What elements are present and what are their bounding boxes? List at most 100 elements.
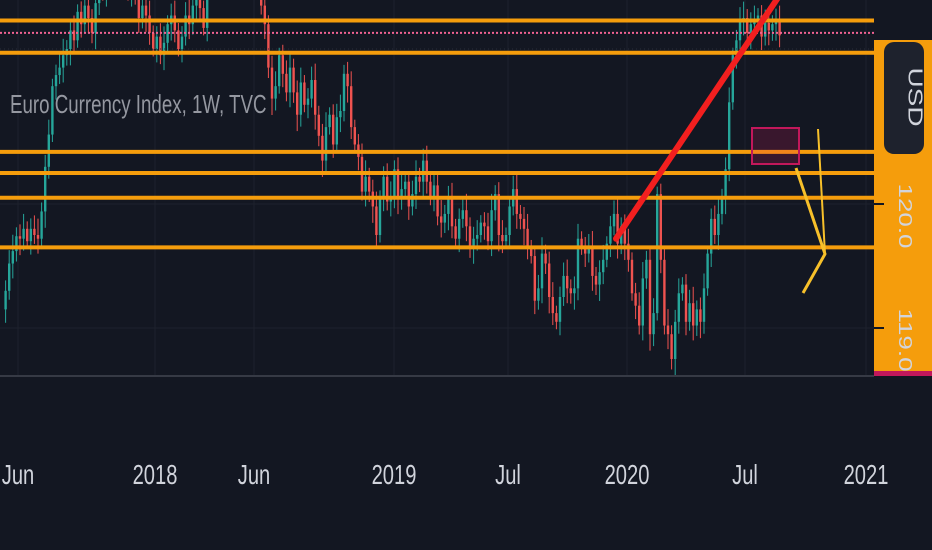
candle-body[interactable] <box>29 228 32 242</box>
candle-body[interactable] <box>778 20 781 36</box>
candle-body[interactable] <box>306 98 310 105</box>
highlight-box[interactable] <box>751 127 800 165</box>
candle-body[interactable] <box>18 236 22 239</box>
candle-body[interactable] <box>566 275 569 289</box>
candle-body[interactable] <box>533 256 536 301</box>
candle-body[interactable] <box>166 24 169 43</box>
candle-body[interactable] <box>630 259 634 294</box>
candle-body[interactable] <box>724 169 727 198</box>
time-tick-labels[interactable]: Jun 2018 Jun 2019 Jul 2020 Jul 2021 <box>2 460 889 491</box>
candle-body[interactable] <box>51 86 54 135</box>
candle-body[interactable] <box>8 263 11 291</box>
candle-body[interactable] <box>738 20 742 41</box>
candle-body[interactable] <box>562 275 565 297</box>
candle-body[interactable] <box>375 206 378 235</box>
candle-body[interactable] <box>476 235 479 239</box>
candle-body[interactable] <box>278 55 281 87</box>
candle-body[interactable] <box>15 236 18 252</box>
price-axis[interactable]: USD 120.0 119.0 <box>874 40 932 376</box>
candle-body[interactable] <box>72 30 76 41</box>
candle-body[interactable] <box>184 15 187 37</box>
candle-body[interactable] <box>299 82 302 115</box>
candle-body[interactable] <box>418 176 421 182</box>
candle-body[interactable] <box>137 0 140 18</box>
candle-body[interactable] <box>80 11 83 25</box>
candle-body[interactable] <box>62 55 65 68</box>
candle-body[interactable] <box>670 334 673 359</box>
candle-body[interactable] <box>692 303 695 326</box>
candle-body[interactable] <box>270 67 274 99</box>
candle-body[interactable] <box>450 197 454 227</box>
candle-body[interactable] <box>332 114 335 145</box>
candle-body[interactable] <box>576 238 580 289</box>
candle-body[interactable] <box>328 114 331 128</box>
candle-body[interactable] <box>717 213 720 235</box>
candle-body[interactable] <box>645 259 648 279</box>
candle-body[interactable] <box>515 189 518 214</box>
candle-body[interactable] <box>285 73 288 93</box>
candle-body[interactable] <box>58 67 61 76</box>
candle-body[interactable] <box>526 228 529 248</box>
candle-body[interactable] <box>551 297 554 314</box>
candle-body[interactable] <box>749 24 752 33</box>
candle-body[interactable] <box>69 30 72 49</box>
candle-body[interactable] <box>44 166 47 212</box>
candle-body[interactable] <box>288 67 292 93</box>
candle-body[interactable] <box>706 253 709 289</box>
candle-body[interactable] <box>324 127 328 161</box>
candle-body[interactable] <box>454 226 457 239</box>
candle-body[interactable] <box>350 86 353 128</box>
candle-body[interactable] <box>519 213 522 219</box>
candle-body[interactable] <box>771 24 774 31</box>
candle-body[interactable] <box>292 67 295 93</box>
candle-body[interactable] <box>54 75 58 87</box>
candle-body[interactable] <box>501 235 504 242</box>
candle-body[interactable] <box>634 293 637 306</box>
candle-body[interactable] <box>195 0 198 6</box>
candle-body[interactable] <box>558 297 562 322</box>
candle-body[interactable] <box>756 15 760 21</box>
candle-body[interactable] <box>353 127 356 145</box>
candle-body[interactable] <box>173 15 176 31</box>
candle-body[interactable] <box>735 40 738 56</box>
candle-body[interactable] <box>447 197 450 214</box>
candle-body[interactable] <box>684 284 688 322</box>
candle-body[interactable] <box>36 235 40 239</box>
candle-body[interactable] <box>602 259 605 273</box>
candle-body[interactable] <box>141 5 144 18</box>
candle-body[interactable] <box>267 24 270 68</box>
candle-body[interactable] <box>540 253 544 289</box>
candle-body[interactable] <box>144 5 148 16</box>
candle-body[interactable] <box>548 263 551 297</box>
candle-body[interactable] <box>4 290 7 310</box>
candle-body[interactable] <box>202 8 205 28</box>
candle-body[interactable] <box>591 247 594 276</box>
candle-body[interactable] <box>486 226 490 242</box>
candle-body[interactable] <box>152 32 155 49</box>
candle-body[interactable] <box>497 194 500 235</box>
candle-body[interactable] <box>537 288 540 301</box>
candle-body[interactable] <box>494 194 497 211</box>
candle-body[interactable] <box>317 114 320 136</box>
candle-body[interactable] <box>530 247 533 257</box>
candle-body[interactable] <box>659 194 662 260</box>
candle-body[interactable] <box>720 197 724 214</box>
candle-body[interactable] <box>764 22 767 37</box>
candle-body[interactable] <box>587 247 590 254</box>
candle-body[interactable] <box>98 0 101 4</box>
candle-body[interactable] <box>396 169 400 198</box>
candle-body[interactable] <box>663 259 666 326</box>
projection-arrow-edge[interactable] <box>817 128 826 255</box>
candle-body[interactable] <box>90 18 94 33</box>
candle-body[interactable] <box>490 210 493 242</box>
candle-body[interactable] <box>623 226 626 244</box>
candle-body[interactable] <box>483 222 486 227</box>
candle-body[interactable] <box>472 238 475 248</box>
candle-body[interactable] <box>148 15 151 33</box>
candle-body[interactable] <box>432 185 436 198</box>
candle-body[interactable] <box>378 197 382 235</box>
candle-body[interactable] <box>414 176 418 195</box>
candle-body[interactable] <box>465 210 468 227</box>
candle-body[interactable] <box>296 92 299 115</box>
candle-body[interactable] <box>33 228 36 235</box>
